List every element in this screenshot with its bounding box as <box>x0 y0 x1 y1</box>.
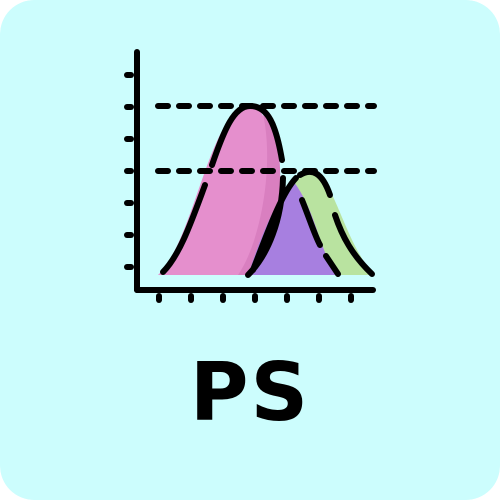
green-curve-outline-top <box>297 168 333 198</box>
overlap-inner-boundary <box>299 197 323 248</box>
green-curve-outline-right <box>332 212 375 277</box>
pink-curve-outline-mid <box>209 103 285 168</box>
purple-overlap <box>248 182 338 275</box>
green-curve-outline-left <box>250 175 299 273</box>
pink-curve-outline-left <box>160 182 208 275</box>
y-axis-ticks <box>124 72 134 270</box>
overlap-inner-boundary-lower <box>323 253 341 277</box>
x-axis-ticks <box>156 293 354 303</box>
tile-label: PS <box>189 346 311 439</box>
